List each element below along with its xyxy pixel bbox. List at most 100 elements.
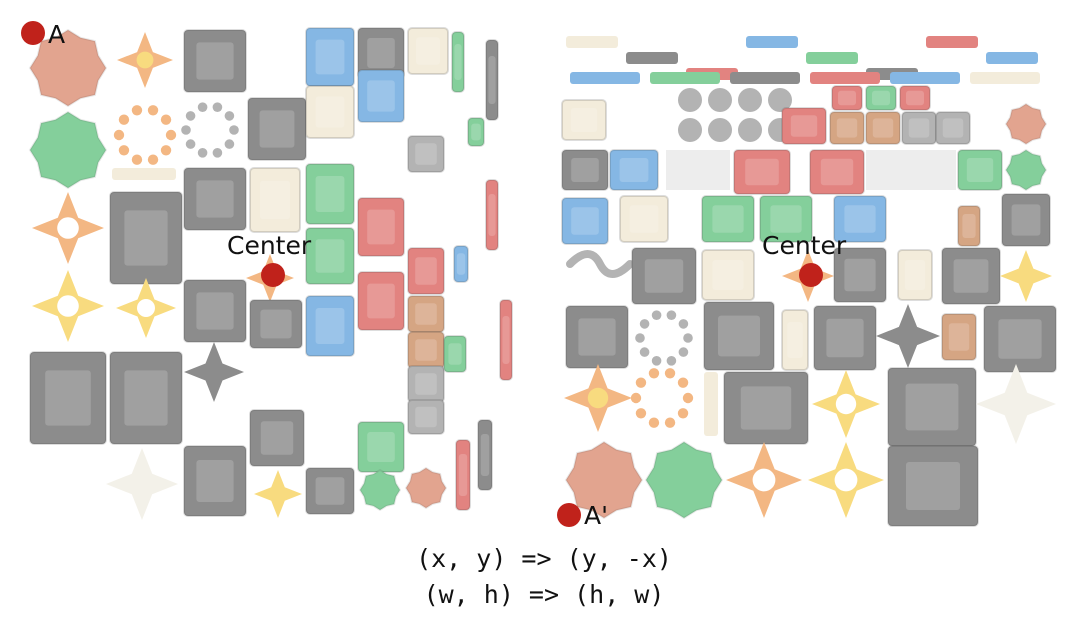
vehicle-sprite xyxy=(305,295,355,357)
sprite-block xyxy=(619,195,669,243)
tank-sprite xyxy=(631,247,697,305)
part-sprite xyxy=(970,72,1040,84)
sprite-detail xyxy=(367,432,395,462)
particle-sprite xyxy=(651,356,662,366)
particle-sprite xyxy=(664,368,676,379)
particle-sprite xyxy=(666,310,677,320)
part-sprite xyxy=(626,52,678,64)
sprite-detail xyxy=(906,90,924,106)
sprite-detail xyxy=(836,118,858,138)
sprite-detail xyxy=(570,108,598,132)
sprite-detail xyxy=(904,260,926,290)
vehicle-sprite xyxy=(701,195,755,243)
part-sprite xyxy=(485,39,499,121)
particle-sprite xyxy=(131,105,143,116)
tank-sprite xyxy=(29,351,107,445)
sprite-block xyxy=(666,150,730,190)
sprite-detail xyxy=(471,123,481,141)
sprite-detail xyxy=(367,283,395,319)
vehicle-sprite xyxy=(407,247,445,295)
vehicle-sprite xyxy=(305,163,355,225)
sprite-detail xyxy=(770,205,802,233)
part-sprite xyxy=(477,419,493,491)
tank-sprite xyxy=(813,305,877,371)
sprite-detail xyxy=(838,90,856,106)
sprite-detail xyxy=(196,180,234,218)
sprite-bar xyxy=(112,168,176,180)
particle-sprite xyxy=(683,333,693,343)
sprite-detail xyxy=(872,90,890,106)
label-a: A xyxy=(48,20,66,49)
sprite-detail xyxy=(415,339,437,361)
sprite-detail xyxy=(740,386,792,430)
particle-sprite xyxy=(635,377,647,388)
sprite-detail xyxy=(456,253,466,275)
sprite-detail xyxy=(820,158,854,186)
label-center-right: Center xyxy=(762,231,847,260)
particle-sprite xyxy=(131,154,143,165)
particle-sprite xyxy=(212,102,223,112)
sprite-detail xyxy=(415,373,437,395)
part-sprite xyxy=(957,205,981,247)
particle-sprite xyxy=(224,139,235,149)
sprite-detail xyxy=(619,158,649,182)
tank-sprite xyxy=(887,445,979,527)
part-sprite xyxy=(768,88,792,112)
sprite-detail xyxy=(571,207,599,235)
tank-sprite xyxy=(833,247,887,303)
part-sprite xyxy=(451,31,465,93)
cloud-sprite xyxy=(28,28,108,108)
part-sprite xyxy=(467,117,485,147)
cloud-sprite xyxy=(358,468,402,512)
sprite-detail xyxy=(488,194,496,236)
sprite-detail xyxy=(367,209,395,245)
particle-sprite xyxy=(212,148,223,158)
part-sprite xyxy=(810,72,880,84)
particle-sprite xyxy=(635,408,647,419)
part-sprite xyxy=(738,88,762,112)
explosion-core xyxy=(57,295,79,317)
sprite-detail xyxy=(45,370,91,426)
sprite-detail xyxy=(315,39,345,75)
sprite-block xyxy=(866,150,956,190)
label-center-left: Center xyxy=(227,231,312,260)
particle-sprite xyxy=(648,417,660,428)
particle-sprite xyxy=(181,125,191,135)
explosion-sprite xyxy=(184,342,244,402)
particle-sprite xyxy=(639,347,650,357)
sprite-detail xyxy=(718,315,760,357)
particle-sprite xyxy=(113,129,125,141)
sprite-detail xyxy=(315,308,345,344)
sprite-detail xyxy=(367,38,395,68)
formula-size: (w, h) => (h, w) xyxy=(423,580,665,609)
part-sprite xyxy=(926,36,978,48)
sprite-detail xyxy=(790,115,818,137)
cloud-sprite xyxy=(564,440,644,520)
sprite-detail xyxy=(454,44,462,80)
marker-center-left xyxy=(261,263,285,287)
sprite-detail xyxy=(571,158,599,182)
part-sprite xyxy=(708,118,732,142)
label-a-prime: A' xyxy=(584,501,608,530)
cloud-sprite xyxy=(644,440,724,520)
part-sprite xyxy=(746,36,798,48)
part-sprite xyxy=(806,52,858,64)
sprite-detail xyxy=(124,370,168,426)
sprite-detail xyxy=(415,406,437,428)
vehicle-sprite xyxy=(357,69,405,123)
particle-sprite xyxy=(635,333,645,343)
sprite-detail xyxy=(712,260,744,290)
sprite-detail xyxy=(315,239,345,273)
tank-sprite xyxy=(183,167,247,231)
particle-sprite xyxy=(648,368,660,379)
marker-a xyxy=(21,21,45,45)
crate-sprite xyxy=(829,111,865,145)
sprite-block xyxy=(305,85,355,139)
explosion-core xyxy=(57,217,79,239)
particle-sprite xyxy=(197,102,208,112)
explosion-sprite xyxy=(976,364,1056,444)
crate-sprite xyxy=(407,399,445,435)
sprite-block xyxy=(249,167,301,233)
